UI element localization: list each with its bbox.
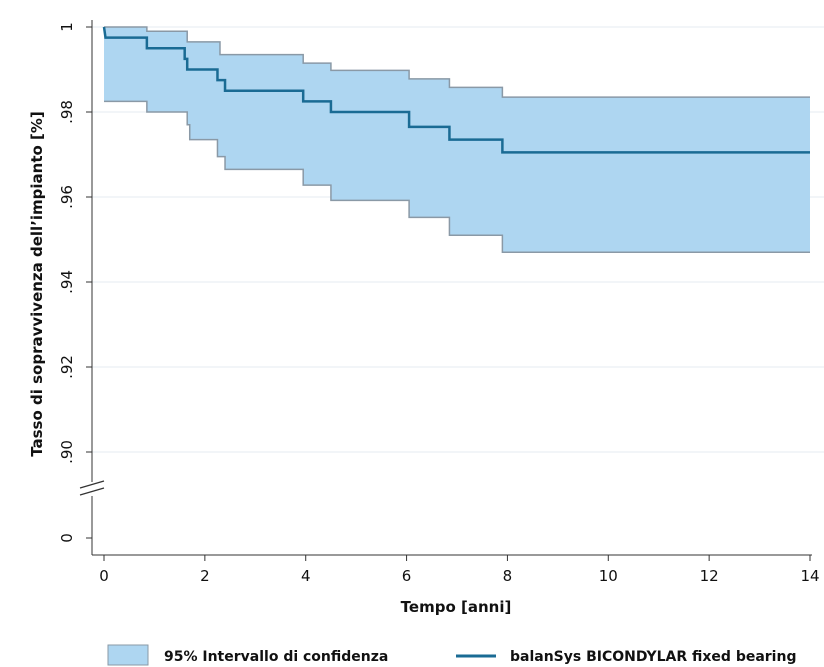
axis-break-mark-2: [79, 487, 105, 496]
y-tick-label-0: 1: [58, 22, 76, 32]
axes-layer: 1 .98 .96 .94 .92 .90 0 0 2 4 6 8 10 12 14: [58, 20, 820, 585]
x-tick-label-3: 6: [402, 567, 412, 585]
x-tick-label-7: 14: [800, 567, 819, 585]
y-tick-label-2: .96: [58, 185, 76, 209]
x-tick-label-0: 0: [99, 567, 109, 585]
series-layer: [102, 26, 810, 154]
y-tick-label-5: .90: [58, 440, 76, 464]
y-tick-label-4: .92: [58, 355, 76, 379]
y-tick-label-1: .98: [58, 100, 76, 124]
x-tick-label-1: 2: [200, 567, 210, 585]
x-tick-label-5: 10: [599, 567, 618, 585]
x-tick-label-6: 12: [700, 567, 719, 585]
series-line-0: [102, 26, 810, 154]
legend-swatch-band: [107, 644, 149, 666]
x-tick-label-4: 8: [503, 567, 513, 585]
y-tick-label-zero: 0: [58, 533, 76, 543]
confidence-band-lower-edge: [104, 100, 810, 253]
legend-label-band: 95% Intervallo di confidenza: [164, 649, 388, 665]
confidence-band-upper-edge: [104, 26, 810, 98]
axis-break-mark-1: [79, 480, 105, 489]
y-tick-label-3: .94: [58, 270, 76, 294]
x-axis-title: Tempo [anni]: [401, 598, 512, 616]
x-tick-label-2: 4: [301, 567, 311, 585]
legend: 95% Intervallo di confidenza balanSys BI…: [107, 644, 796, 666]
y-axis-title: Tasso di sopravvivenza dell’impianto [%]: [28, 111, 46, 457]
legend-label-series: balanSys BICONDYLAR fixed bearing: [510, 649, 796, 665]
